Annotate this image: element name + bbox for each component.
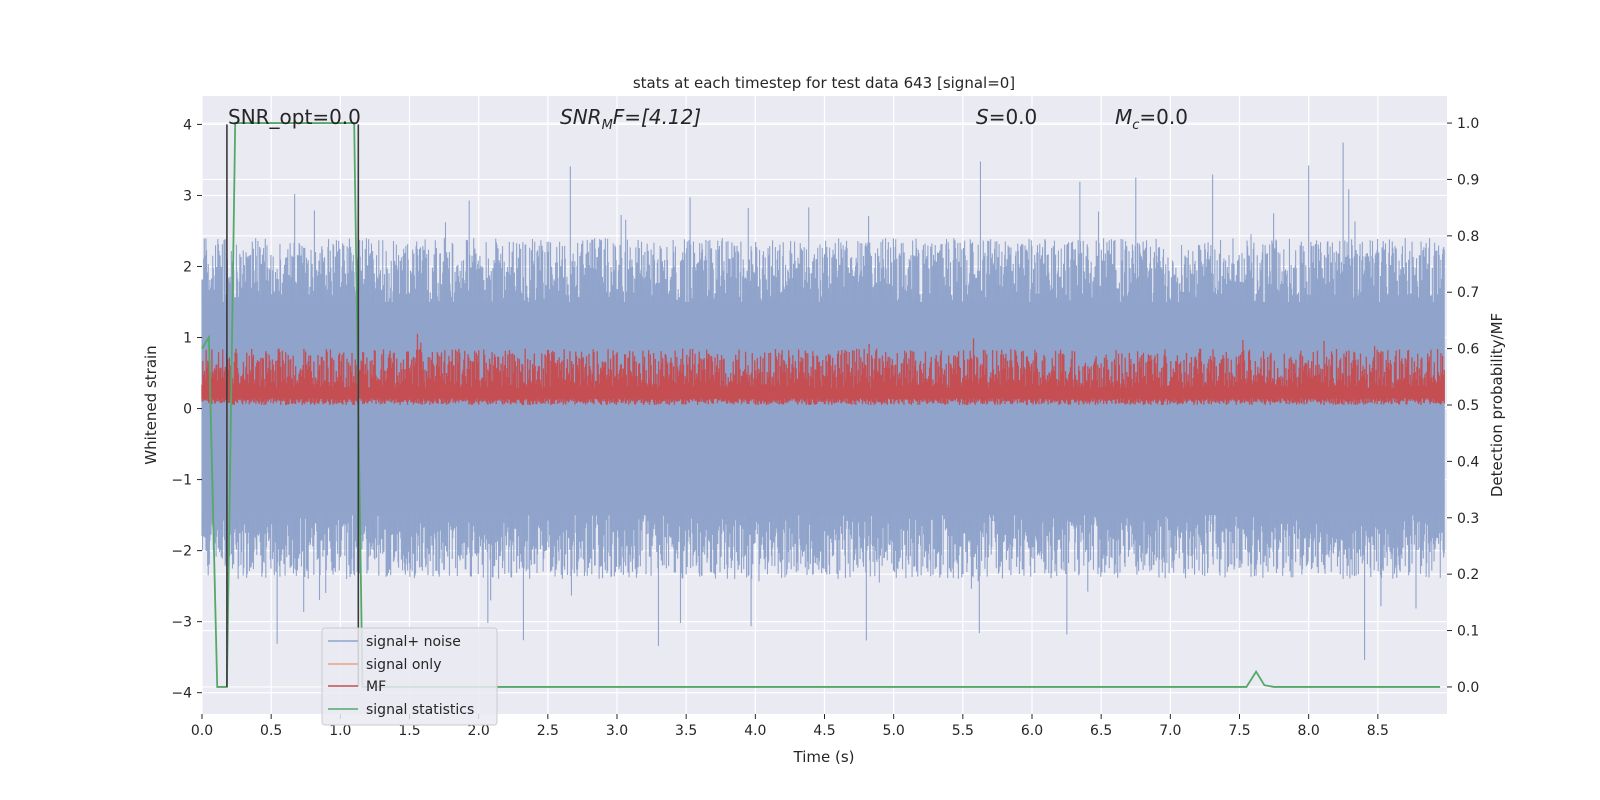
y-right-tick-label: 0.1 [1457,624,1479,640]
annotation-snr-mf-main: SNR [560,105,602,129]
y-left-tick-label: 1 [183,331,192,347]
y-left-tick-label: −2 [171,544,192,560]
y-left-tick-label: 2 [183,259,192,275]
series-signal-noise [201,142,1445,661]
legend-label-mf: MF [366,679,386,695]
y-right-tick-label: 0.4 [1457,454,1479,470]
chart-title: stats at each timestep for test data 643… [633,74,1015,92]
annotation-snr-mf: SNRMF=[4.12] [560,105,701,133]
x-tick-label: 3.0 [606,723,628,739]
annotation-snr-mf-rest: F=[4.12] [613,105,701,129]
x-tick-label: 1.5 [398,723,420,739]
y-right-tick-label: 0.6 [1457,342,1479,358]
x-tick-label: 3.5 [675,723,697,739]
annotation-s-rest: =0.0 [989,105,1038,129]
x-tick-label: 7.5 [1228,723,1250,739]
annotation-mc-main: M [1115,105,1132,129]
annotation-s: S=0.0 [976,105,1037,129]
y-right-tick-label: 0.0 [1457,680,1479,696]
x-tick-label: 0.5 [260,723,282,739]
x-tick-label: 2.5 [537,723,559,739]
x-tick-label: 6.5 [1090,723,1112,739]
annotation-mc: Mc=0.0 [1115,105,1188,133]
legend-box [321,627,498,726]
legend-label-signal-statistics: signal statistics [366,702,474,718]
x-tick-label: 8.5 [1367,723,1389,739]
x-axis-ticks: 0.0 0.5 1.0 1.5 2.0 2.5 3.0 3.5 4.0 4.5 5.0 5.5 6.0 6… [191,714,1389,739]
series-mf [201,333,1445,405]
annotation-s-main: S [976,105,989,129]
x-tick-label: 7.0 [1159,723,1181,739]
annotation-mc-rest: =0.0 [1139,105,1188,129]
x-tick-label: 0.0 [191,723,213,739]
vertical-markers [226,124,360,687]
x-tick-label: 5.0 [883,723,905,739]
x-axis-label: Time (s) [793,748,855,766]
x-tick-label: 6.0 [1021,723,1043,739]
y-right-tick-label: 0.5 [1457,398,1479,414]
y-right-tick-label: 0.2 [1457,567,1479,583]
y-axis-left-ticks: 4 3 2 1 0 −1 −2 −3 −4 [171,117,202,702]
y-axis-left-label: Whitened strain [142,345,160,464]
y-right-tick-label: 1.0 [1457,116,1479,132]
x-tick-label: 4.5 [813,723,835,739]
x-tick-label: 8.0 [1298,723,1320,739]
y-left-tick-label: −1 [171,473,192,489]
annotation-snr-opt: SNR_opt=0.0 [228,105,361,129]
y-left-tick-label: 3 [183,188,192,204]
y-axis-right-ticks: 1.0 0.9 0.8 0.7 0.6 0.5 0.4 0.3 0.2 0.1 0.0 [1447,116,1479,696]
x-tick-label: 2.0 [468,723,490,739]
y-right-tick-label: 0.8 [1457,229,1479,245]
legend-label-signal-only: signal only [366,657,441,673]
y-right-tick-label: 0.7 [1457,285,1479,301]
y-left-tick-label: −4 [171,686,192,702]
mf-trace [201,333,1445,405]
y-left-tick-label: 4 [183,117,192,133]
y-axis-right-label: Detection probability/MF [1488,313,1506,497]
y-left-tick-label: −3 [171,615,192,631]
annotation-snr-mf-sub: M [602,118,613,133]
y-left-tick-label: 0 [183,402,192,418]
y-right-tick-label: 0.3 [1457,511,1479,527]
x-tick-label: 1.0 [329,723,351,739]
y-right-tick-label: 0.9 [1457,172,1479,188]
annotation-mc-sub: c [1132,118,1139,133]
legend-label-signal-noise: signal+ noise [366,634,461,650]
legend: signal+ noise signal only MF signal stat… [321,627,498,726]
x-tick-label: 4.0 [744,723,766,739]
x-tick-label: 5.5 [952,723,974,739]
